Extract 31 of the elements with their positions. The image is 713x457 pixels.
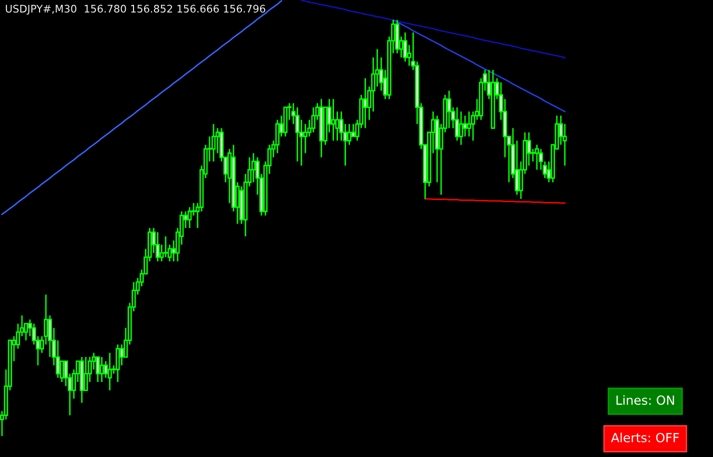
chart-title: USDJPY#,M30 156.780 156.852 156.666 156.796	[6, 4, 266, 15]
candlestick	[403, 32, 408, 62]
candlestick	[251, 152, 256, 183]
candlestick	[526, 132, 532, 166]
candlestick	[454, 106, 460, 142]
candlestick	[100, 356, 104, 383]
candlestick	[462, 114, 468, 138]
candlestick	[351, 123, 356, 138]
candlestick	[295, 106, 300, 162]
text: Alerts: OFF	[611, 432, 679, 442]
candlestick	[534, 144, 539, 170]
candlestick	[331, 98, 336, 142]
candlestick	[311, 106, 316, 134]
candlestick	[108, 352, 112, 391]
candlestick	[156, 231, 160, 262]
candlestick	[192, 202, 196, 216]
candlestick	[116, 344, 120, 383]
candlestick	[303, 123, 308, 154]
candlestick	[446, 90, 452, 129]
candlestick	[84, 356, 88, 391]
candlestick	[275, 119, 280, 154]
candlestick	[211, 123, 216, 162]
candlestick	[347, 123, 352, 146]
candlestick	[458, 110, 464, 146]
candlestick	[164, 236, 168, 258]
text: Lines: ON	[616, 395, 674, 405]
candlestick	[96, 356, 100, 383]
candlestick	[188, 206, 192, 229]
candlestick	[120, 344, 124, 366]
candlestick	[363, 78, 368, 129]
candlestick	[466, 110, 472, 138]
